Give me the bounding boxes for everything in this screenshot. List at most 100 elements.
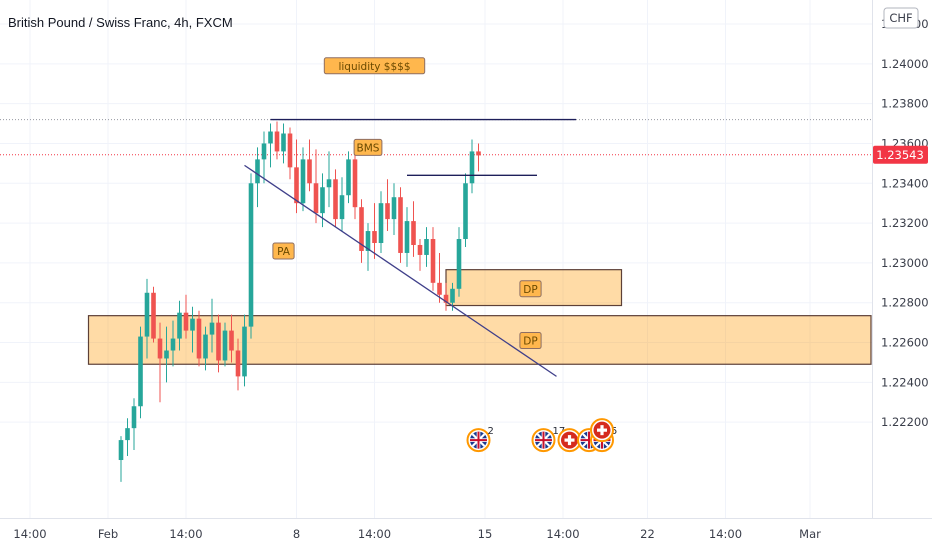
- candle[interactable]: [118, 436, 124, 482]
- uk-event-1[interactable]: 2: [466, 426, 494, 453]
- candle-body: [294, 167, 299, 204]
- candle-body: [222, 330, 228, 361]
- y-tick-label: 1.23800: [881, 97, 929, 111]
- candle[interactable]: [190, 306, 195, 353]
- candle-body: [450, 288, 455, 303]
- uk-red-v: [477, 431, 480, 449]
- candle-body: [469, 151, 475, 184]
- candle[interactable]: [125, 418, 130, 457]
- x-tick-label: 15: [478, 527, 493, 541]
- event-count: 17: [553, 426, 566, 437]
- candle-body: [300, 159, 306, 204]
- candle[interactable]: [476, 143, 481, 172]
- candle[interactable]: [339, 177, 345, 232]
- x-tick-label: Feb: [98, 527, 118, 541]
- candle[interactable]: [300, 147, 306, 212]
- annotation-text: DP: [523, 284, 537, 296]
- candle[interactable]: [242, 314, 247, 387]
- candle[interactable]: [138, 326, 143, 419]
- candle-body: [339, 195, 345, 220]
- candle-body: [274, 131, 280, 152]
- candle[interactable]: [326, 151, 332, 208]
- candle[interactable]: [378, 191, 384, 253]
- candle[interactable]: [391, 183, 397, 236]
- candle[interactable]: [404, 207, 410, 267]
- candle[interactable]: [255, 147, 260, 208]
- last-price-label: 1.23543: [876, 148, 924, 162]
- candle[interactable]: [411, 201, 416, 257]
- candle[interactable]: [268, 123, 273, 168]
- candle[interactable]: [352, 151, 358, 220]
- candle[interactable]: [131, 398, 137, 451]
- annotation-text: liquidity $$$$: [338, 61, 410, 73]
- candle[interactable]: [365, 223, 371, 271]
- candle[interactable]: [287, 127, 293, 180]
- candle[interactable]: [274, 121, 280, 160]
- candle[interactable]: [151, 286, 156, 343]
- candle[interactable]: [443, 282, 449, 311]
- candle[interactable]: [359, 199, 364, 263]
- uk-event-2[interactable]: 17: [531, 426, 566, 453]
- candle-body: [359, 207, 364, 251]
- candles[interactable]: [118, 121, 481, 482]
- x-tick-label: 14:00: [358, 527, 391, 541]
- currency-badge[interactable]: CHF: [883, 7, 919, 29]
- ch-event-2[interactable]: [590, 418, 614, 443]
- currency-badge-label: CHF: [889, 11, 912, 25]
- candle[interactable]: [164, 326, 169, 383]
- candle[interactable]: [248, 173, 254, 339]
- candle[interactable]: [281, 123, 286, 164]
- candle[interactable]: [313, 149, 319, 224]
- candle[interactable]: [170, 320, 176, 367]
- candle[interactable]: [203, 326, 208, 371]
- candle-body: [411, 221, 416, 245]
- candle[interactable]: [157, 322, 163, 403]
- candle[interactable]: [430, 227, 436, 291]
- candle[interactable]: [424, 227, 429, 267]
- candle-body: [144, 292, 150, 337]
- candle[interactable]: [261, 131, 267, 184]
- candle[interactable]: [437, 252, 442, 303]
- candle[interactable]: [216, 314, 221, 373]
- candle[interactable]: [196, 310, 202, 367]
- y-tick-label: 1.23400: [881, 176, 929, 190]
- candle[interactable]: [307, 139, 312, 192]
- candle-body: [242, 326, 247, 377]
- candle[interactable]: [463, 173, 468, 247]
- liquidity-label: liquidity $$$$: [323, 57, 426, 75]
- candle-body: [287, 133, 293, 168]
- candle[interactable]: [333, 169, 338, 228]
- uk-red-v: [588, 431, 590, 449]
- candle[interactable]: [385, 179, 390, 232]
- candle[interactable]: [229, 314, 234, 363]
- candle[interactable]: [398, 187, 403, 263]
- candle-body: [268, 131, 273, 144]
- candle[interactable]: [346, 151, 351, 204]
- candle[interactable]: [222, 322, 228, 367]
- x-tick-label: Mar: [799, 527, 821, 541]
- price-axis[interactable]: 1.242001.240001.238001.236001.234001.232…: [881, 17, 929, 429]
- candle[interactable]: [183, 294, 189, 339]
- candle[interactable]: [372, 203, 377, 259]
- y-tick-label: 1.22600: [881, 336, 929, 350]
- candle-body: [216, 322, 221, 361]
- candle-body: [385, 203, 390, 220]
- candle-body: [209, 322, 215, 335]
- candle[interactable]: [417, 239, 423, 271]
- ch-event-1[interactable]: [557, 428, 582, 453]
- candle[interactable]: [209, 298, 215, 353]
- candle[interactable]: [177, 300, 182, 351]
- bms-label: BMS: [353, 138, 383, 156]
- economic-events[interactable]: 2 17 5: [466, 418, 618, 453]
- candle[interactable]: [456, 227, 462, 297]
- candle[interactable]: [235, 338, 241, 391]
- annotation-box: [272, 242, 295, 260]
- time-axis[interactable]: 14:00 Feb 14:00 8 14:00 15 14:00 22 14:00 Mar: [13, 527, 821, 541]
- candle[interactable]: [144, 278, 150, 359]
- candle-body: [177, 312, 182, 339]
- annotation-text: BMS: [357, 142, 380, 154]
- candle-body: [352, 159, 358, 208]
- candle[interactable]: [469, 139, 475, 194]
